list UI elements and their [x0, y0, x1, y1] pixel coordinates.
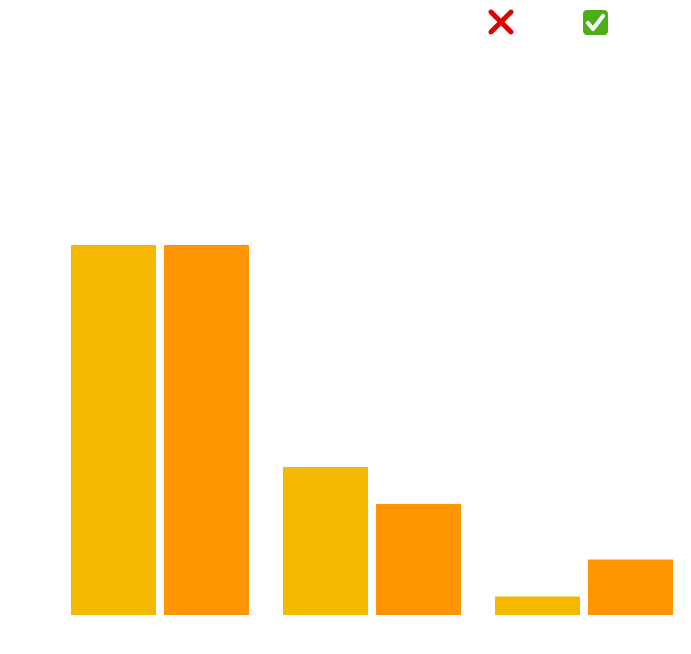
legend [488, 9, 608, 35]
legend-check-mark-icon [583, 10, 608, 35]
bar-series-1-group-2 [283, 467, 368, 615]
legend-cross-mark-icon [488, 9, 514, 35]
bar-series-1-group-1 [71, 245, 156, 615]
bar-series-2-group-1 [164, 245, 249, 615]
bars-layer [71, 245, 673, 615]
bar-series-2-group-3 [588, 559, 673, 615]
bar-series-2-group-2 [376, 504, 461, 615]
bar-series-1-group-3 [495, 596, 580, 615]
